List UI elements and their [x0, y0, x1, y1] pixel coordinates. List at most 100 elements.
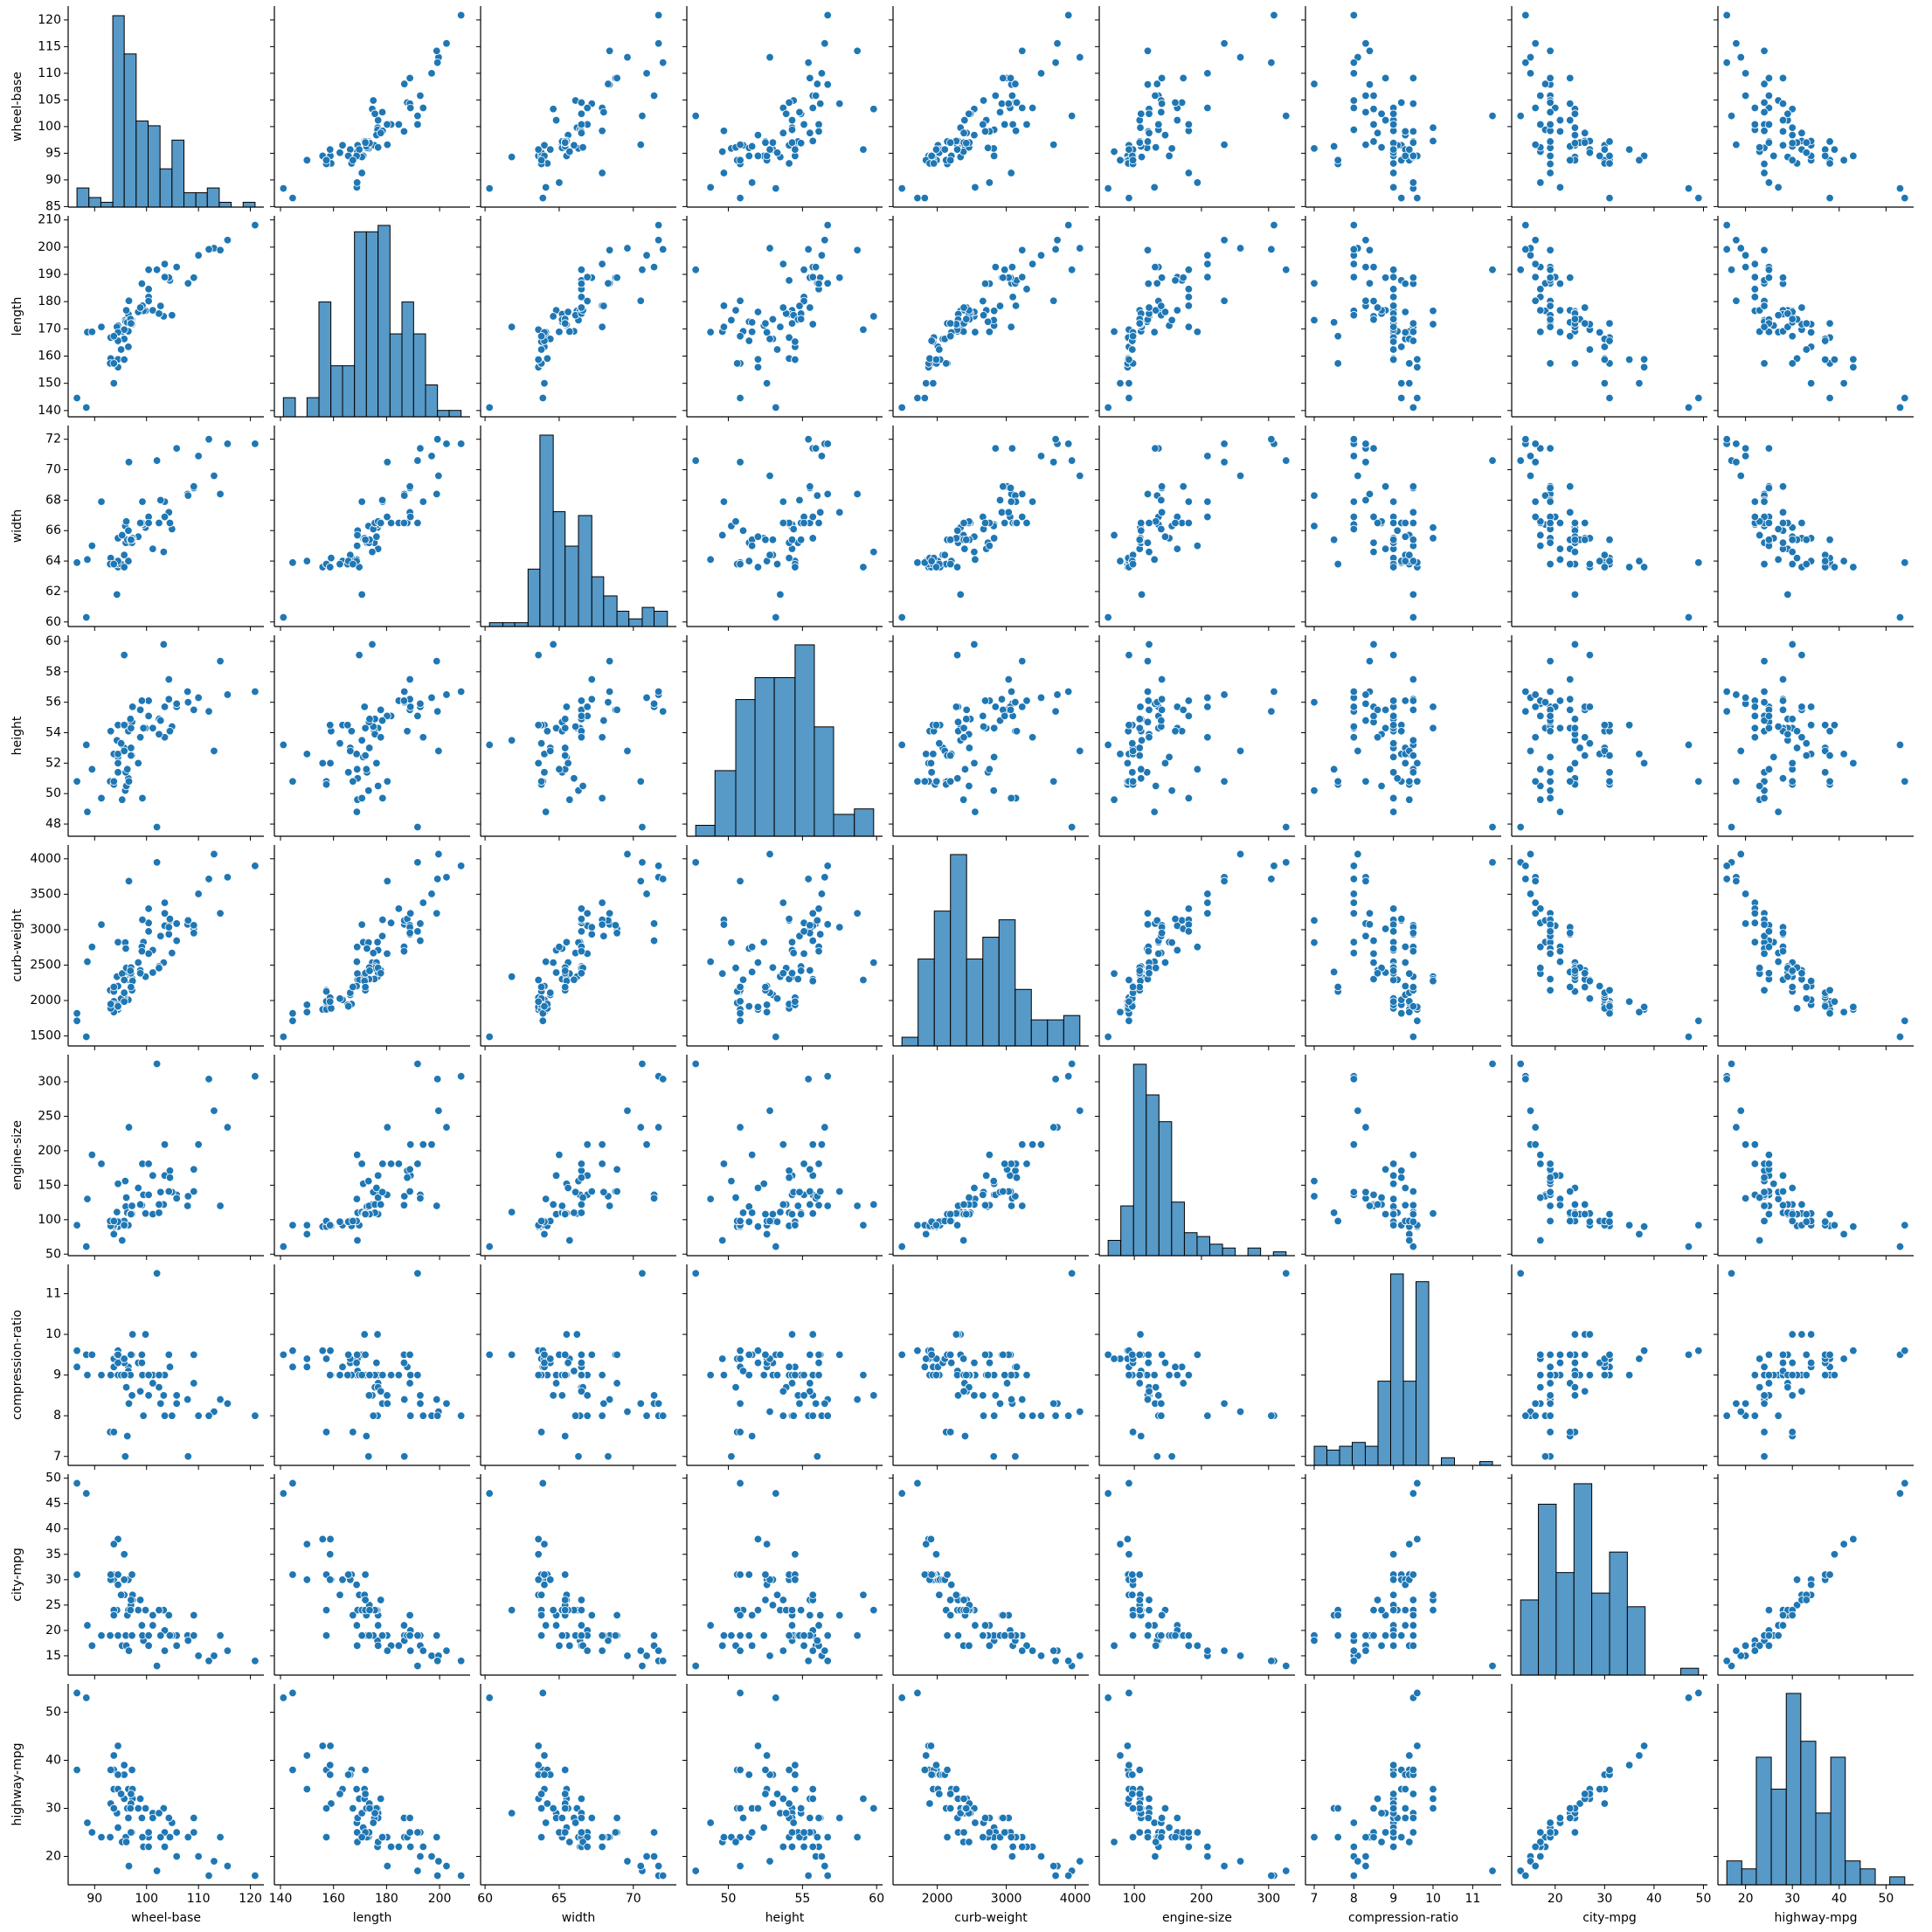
- scatter-point: [1639, 355, 1649, 364]
- scatter-point: [1397, 98, 1406, 107]
- scatter-point: [352, 765, 362, 774]
- scatter-point: [1401, 279, 1409, 288]
- scatter-point: [1361, 458, 1370, 467]
- scatter-point: [109, 378, 118, 388]
- scatter-point: [561, 1209, 570, 1219]
- scatter-point: [1157, 274, 1167, 282]
- scatter-point: [1802, 982, 1811, 992]
- scatter-point: [1750, 497, 1760, 506]
- scatter-point: [813, 80, 822, 88]
- scatter-point: [965, 109, 973, 118]
- scatter-point: [406, 909, 415, 918]
- scatter-point: [427, 452, 436, 460]
- scatter-point: [823, 279, 832, 287]
- scatter-point: [541, 1195, 551, 1203]
- scatter-point: [762, 1008, 772, 1016]
- scatter-point: [485, 403, 494, 412]
- scatter-point: [1361, 296, 1370, 305]
- scatter-point: [772, 613, 780, 622]
- scatter-point: [1750, 918, 1760, 927]
- scatter-point: [1354, 1106, 1362, 1115]
- scatter-point: [357, 497, 366, 506]
- scatter-point: [920, 777, 930, 786]
- scatter-point: [1605, 751, 1614, 760]
- scatter-point: [1405, 777, 1414, 786]
- scatter-point: [1839, 557, 1848, 565]
- scatter-point: [654, 236, 663, 245]
- scatter-point: [649, 1194, 659, 1203]
- scatter-point: [546, 988, 555, 997]
- scatter-point: [152, 822, 162, 832]
- scatter-point: [1764, 274, 1774, 282]
- y-tick-label: 56: [45, 696, 61, 710]
- scatter-point: [336, 559, 344, 569]
- scatter-point: [1349, 524, 1359, 534]
- scatter-point: [1750, 733, 1760, 742]
- scatter-point: [165, 727, 175, 736]
- scatter-point: [1160, 958, 1170, 967]
- scatter-point: [913, 777, 922, 786]
- scatter-point: [322, 780, 331, 789]
- scatter-point: [1585, 559, 1595, 569]
- scatter-point: [1236, 746, 1245, 756]
- scatter-point: [1488, 456, 1497, 465]
- scatter-point: [808, 936, 817, 945]
- scatter-point: [302, 557, 312, 565]
- scatter-point: [1413, 777, 1422, 786]
- scatter-point: [1349, 311, 1359, 320]
- scatter-point: [1585, 345, 1595, 354]
- scatter-point: [1171, 914, 1180, 924]
- hist-bar: [448, 410, 462, 418]
- scatter-point: [216, 1201, 225, 1210]
- scatter-point: [156, 716, 165, 725]
- hist-bar: [1014, 988, 1032, 1047]
- scatter-point: [753, 1222, 763, 1231]
- scatter-point: [823, 80, 832, 89]
- scatter-point: [357, 920, 366, 929]
- scatter-point: [1143, 656, 1153, 666]
- scatter-point: [772, 184, 780, 193]
- scatter-point: [1849, 563, 1858, 571]
- panel: [1507, 216, 1707, 421]
- scatter-point: [816, 99, 825, 108]
- scatter-point: [787, 1209, 797, 1219]
- hist-bar: [437, 410, 450, 418]
- scatter-point: [361, 982, 370, 992]
- scatter-point: [1028, 1140, 1037, 1149]
- scatter-point: [1531, 440, 1540, 448]
- scatter-point: [413, 927, 422, 936]
- scatter-point: [1778, 99, 1788, 108]
- scatter-point: [785, 1173, 793, 1182]
- scatter-point: [326, 758, 335, 768]
- scatter-point: [1369, 444, 1378, 453]
- scatter-point: [736, 1123, 744, 1132]
- scatter-point: [107, 1000, 115, 1008]
- scatter-point: [1397, 1173, 1406, 1182]
- scatter-point: [1053, 690, 1062, 699]
- y-tick-label: 60: [45, 615, 61, 629]
- scatter-point: [1764, 120, 1774, 129]
- scatter-point: [326, 563, 335, 571]
- scatter-point: [811, 262, 821, 272]
- scatter-point: [1839, 750, 1848, 758]
- scatter-point: [406, 1140, 415, 1149]
- scatter-point: [1388, 1209, 1398, 1219]
- scatter-point: [403, 1173, 412, 1182]
- scatter-point: [1067, 111, 1077, 121]
- scatter-point: [1361, 699, 1370, 709]
- scatter-point: [1546, 169, 1555, 177]
- scatter-point: [785, 98, 793, 107]
- scatter-point: [897, 184, 906, 193]
- hist-bar: [377, 225, 391, 418]
- scatter-point: [1409, 1217, 1418, 1226]
- scatter-point: [1405, 795, 1414, 804]
- scatter-point: [1220, 140, 1229, 149]
- scatter-point: [1373, 303, 1382, 312]
- scatter-point: [1329, 142, 1339, 151]
- scatter-point: [796, 1209, 806, 1219]
- scatter-point: [785, 914, 793, 924]
- scatter-point: [1570, 518, 1580, 528]
- scatter-point: [1349, 125, 1359, 135]
